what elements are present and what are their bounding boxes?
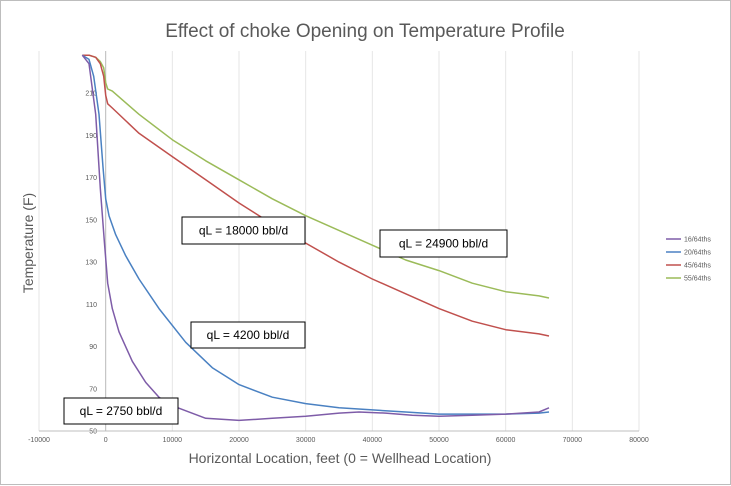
chart-title: Effect of choke Opening on Temperature P…	[165, 21, 565, 42]
x-tick-label: 60000	[496, 437, 516, 444]
axes: -10000 0 10000 20000 30000 40000 50000 60000 700…	[28, 51, 649, 444]
annotation-label-1: qL = 24900 bbl/d	[399, 237, 488, 251]
y-tick-label: 130	[85, 260, 97, 267]
x-tick-label: 50000	[429, 437, 449, 444]
annotation-box-2	[190, 321, 306, 349]
y-tick-label: 210	[85, 91, 97, 98]
y-tick-label: 150	[85, 217, 97, 224]
x-tick-label: 30000	[296, 437, 316, 444]
y-tick-label: 110	[86, 302, 97, 309]
x-tick-label: 80000	[629, 437, 649, 444]
series-line-2	[82, 54, 550, 337]
annotation-box-0	[181, 216, 306, 245]
y-tick-label: 90	[89, 344, 97, 351]
x-tick-label: 20000	[229, 437, 249, 444]
x-tick-label: 0	[104, 437, 108, 444]
x-tick-label: 10000	[163, 437, 183, 444]
annotation-label-2: qL = 4200 bbl/d	[207, 328, 290, 342]
legend: 16/64ths 20/64ths 45/64ths 55/64ths	[666, 237, 711, 283]
x-axis-label: Horizontal Location, feet (0 = Wellhead …	[189, 450, 492, 466]
legend-label-3: 55/64ths	[684, 276, 711, 283]
annotation-box-3	[63, 397, 179, 425]
series-lines	[81, 54, 550, 422]
annotation-box-1	[379, 229, 508, 258]
legend-label-2: 45/64ths	[684, 263, 711, 270]
x-tick-label: -10000	[28, 437, 50, 444]
x-tick-label: 40000	[363, 437, 383, 444]
grid	[38, 51, 640, 431]
legend-label-1: 20/64ths	[684, 250, 711, 257]
y-tick-label: 70	[89, 386, 97, 393]
series-line-1	[81, 54, 550, 415]
y-tick-label: 190	[85, 133, 97, 140]
series-line-3	[82, 54, 550, 299]
annotation-label-0: qL = 18000 bbl/d	[199, 224, 288, 238]
series-line-0	[81, 54, 550, 422]
annotation-label-3: qL = 2750 bbl/d	[80, 404, 163, 418]
y-tick-label: 170	[85, 175, 97, 182]
legend-label-0: 16/64ths	[684, 237, 711, 244]
y-tick-label: 50	[89, 429, 97, 436]
annotations: qL = 18000 bbl/d qL = 24900 bbl/d qL = 420…	[63, 216, 508, 425]
y-axis-label: Temperature (F)	[20, 193, 36, 293]
x-tick-label: 70000	[563, 437, 583, 444]
